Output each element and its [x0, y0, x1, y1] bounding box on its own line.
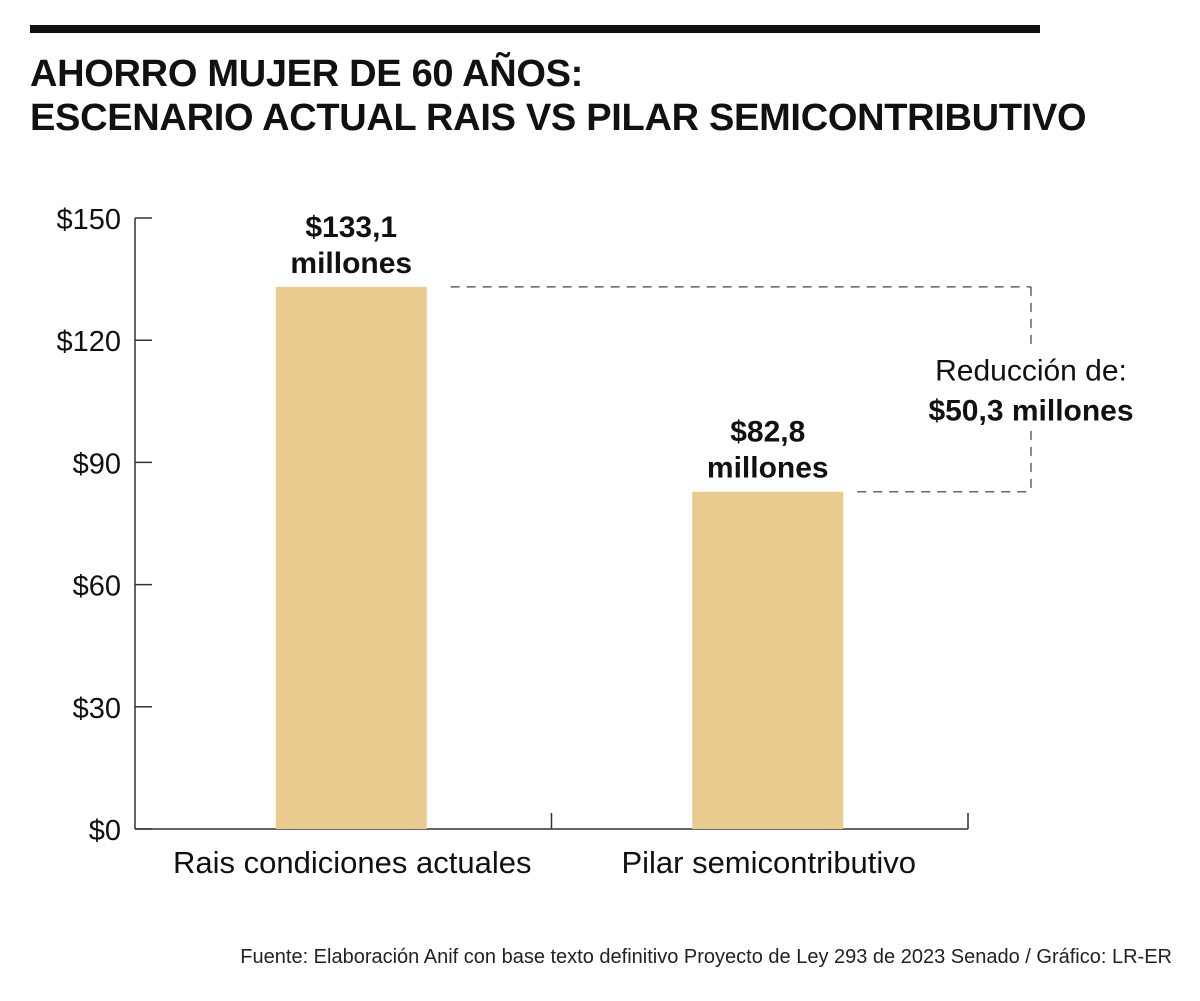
- data-label-unit: millones: [290, 247, 412, 280]
- chart-axes: $0 $30 $60 $90 $120 $150: [56, 204, 969, 847]
- chart-title-line-1: AHORRO MUJER DE 60 AÑOS:: [30, 53, 584, 95]
- chart-title: AHORRO MUJER DE 60 AÑOS: ESCENARIO ACTUA…: [30, 52, 1130, 140]
- x-category-label: Pilar semicontributivo: [621, 845, 916, 880]
- data-label-unit: millones: [707, 452, 829, 485]
- y-tick-label: $120: [56, 326, 121, 358]
- bar: [275, 286, 427, 829]
- y-tick-label: $60: [73, 571, 121, 603]
- y-tick-label: $90: [73, 448, 121, 480]
- annotation-background: [905, 344, 1160, 431]
- annotation-line-2: $50,3 millones: [928, 394, 1133, 427]
- annotation-line-1: Reducción de:: [935, 354, 1127, 387]
- y-tick-label: $0: [89, 815, 121, 847]
- data-label-value: $133,1: [305, 211, 397, 244]
- y-tick-label: $150: [56, 204, 121, 236]
- top-rule: [30, 25, 1040, 33]
- reduction-annotation: Reducción de: $50,3 millones: [450, 286, 1160, 493]
- source-note: Fuente: Elaboración Anif con base texto …: [240, 946, 1172, 968]
- data-label-value: $82,8: [730, 416, 805, 449]
- chart-title-line-2: ESCENARIO ACTUAL RAIS VS PILAR SEMICONTR…: [30, 97, 1087, 139]
- y-tick-label: $30: [73, 693, 121, 725]
- chart-bars: [275, 286, 844, 829]
- bar: [692, 491, 844, 829]
- x-category-label: Rais condiciones actuales: [173, 845, 531, 880]
